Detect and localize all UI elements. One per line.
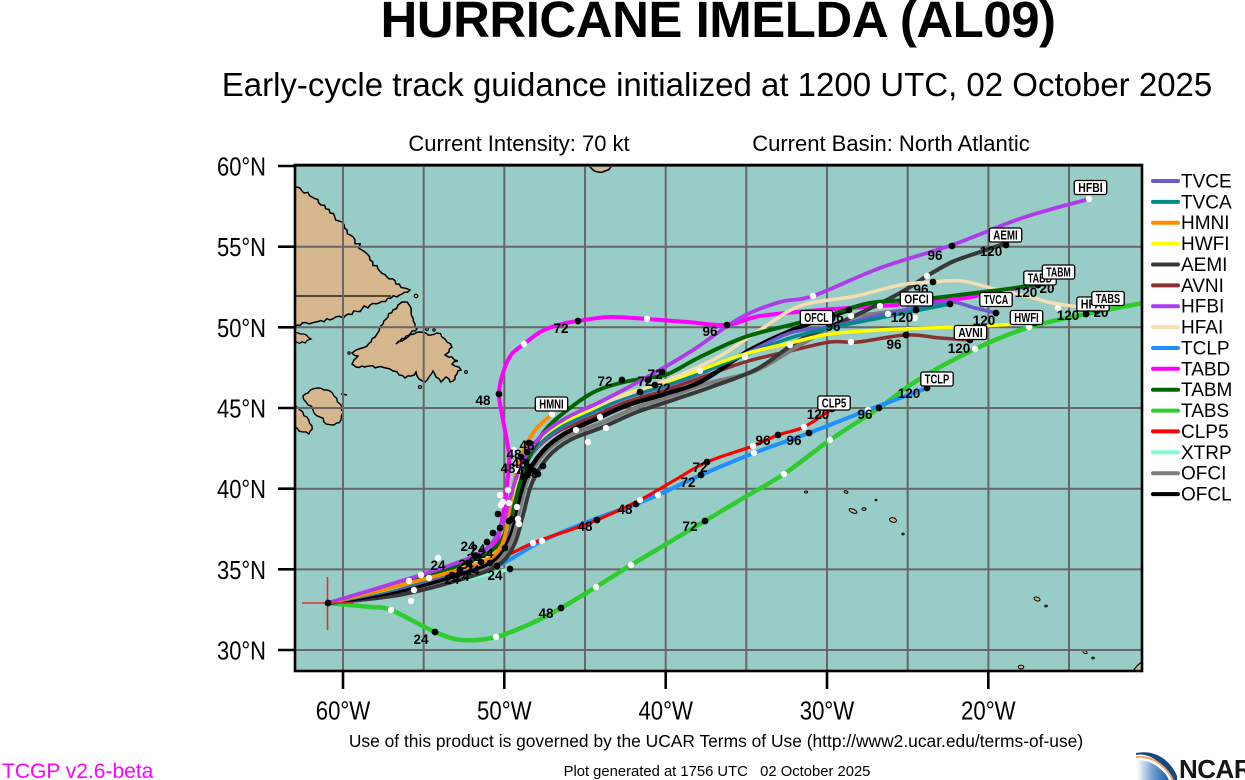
svg-text:72: 72	[637, 374, 652, 389]
svg-text:35°N: 35°N	[217, 555, 266, 585]
svg-text:NCAR: NCAR	[1179, 754, 1245, 780]
svg-text:Use of this product is governe: Use of this product is governed by the U…	[349, 731, 1083, 751]
svg-text:TABM: TABM	[1046, 266, 1070, 280]
svg-text:TCLP: TCLP	[925, 373, 949, 387]
svg-text:AVNI: AVNI	[1181, 276, 1224, 297]
svg-text:HFBI: HFBI	[1181, 297, 1224, 318]
svg-text:48: 48	[523, 466, 539, 481]
svg-text:48: 48	[500, 461, 516, 476]
svg-text:48: 48	[516, 464, 532, 479]
svg-text:24: 24	[413, 632, 429, 647]
svg-text:Current Intensity: 70 kt: Current Intensity: 70 kt	[408, 131, 629, 156]
svg-text:72: 72	[680, 475, 695, 490]
svg-text:48: 48	[538, 606, 554, 621]
svg-text:XTRP: XTRP	[1181, 443, 1232, 464]
svg-text:96: 96	[755, 433, 771, 448]
svg-text:96: 96	[786, 433, 802, 448]
svg-text:TCLP: TCLP	[1181, 339, 1230, 360]
svg-text:24: 24	[430, 558, 446, 573]
svg-text:HMNI: HMNI	[539, 398, 563, 412]
svg-text:24: 24	[466, 551, 482, 566]
svg-text:TVCA: TVCA	[1181, 192, 1232, 213]
svg-text:Plot generated at 1756 UTC 0: Plot generated at 1756 UTC 02 October 20…	[564, 764, 871, 780]
svg-text:HURRICANE IMELDA (AL09): HURRICANE IMELDA (AL09)	[380, 0, 1055, 48]
svg-text:TABS: TABS	[1096, 292, 1120, 306]
svg-text:OFCI: OFCI	[904, 293, 928, 307]
svg-text:72: 72	[655, 381, 670, 396]
svg-text:OFCL: OFCL	[804, 311, 829, 325]
svg-text:AEMI: AEMI	[993, 229, 1017, 243]
svg-text:72: 72	[553, 321, 568, 336]
svg-text:120: 120	[807, 407, 830, 422]
svg-text:48: 48	[475, 393, 491, 408]
svg-text:120: 120	[898, 386, 921, 401]
svg-text:AVNI: AVNI	[958, 326, 982, 340]
svg-text:48: 48	[506, 447, 522, 462]
svg-text:72: 72	[597, 374, 612, 389]
svg-text:120: 120	[980, 244, 1003, 259]
svg-text:30°W: 30°W	[800, 696, 855, 726]
svg-text:72: 72	[682, 519, 697, 534]
svg-text:TABM: TABM	[1181, 380, 1232, 401]
svg-text:TCGP v2.6-beta: TCGP v2.6-beta	[2, 760, 154, 780]
svg-text:40°W: 40°W	[638, 696, 693, 726]
svg-text:48: 48	[617, 502, 633, 517]
svg-text:HWFI: HWFI	[1014, 311, 1038, 325]
svg-text:60°N: 60°N	[217, 152, 266, 182]
svg-text:CLP5: CLP5	[1181, 422, 1229, 443]
svg-text:45°N: 45°N	[217, 394, 266, 424]
svg-text:CLP5: CLP5	[822, 397, 846, 411]
svg-text:AEMI: AEMI	[1181, 255, 1227, 276]
svg-text:120: 120	[891, 310, 914, 325]
svg-text:96: 96	[886, 337, 902, 352]
svg-text:50°W: 50°W	[477, 696, 532, 726]
svg-text:40°N: 40°N	[217, 474, 266, 504]
svg-text:72: 72	[647, 367, 662, 382]
svg-text:72: 72	[692, 460, 707, 475]
svg-text:48: 48	[519, 438, 535, 453]
svg-text:TVCE: TVCE	[1181, 172, 1232, 193]
svg-text:96: 96	[857, 407, 873, 422]
svg-text:60°W: 60°W	[316, 696, 371, 726]
svg-text:TABS: TABS	[1181, 401, 1229, 422]
svg-text:24: 24	[478, 546, 494, 561]
svg-text:24: 24	[460, 539, 476, 554]
svg-text:55°N: 55°N	[217, 232, 266, 262]
svg-text:24: 24	[454, 569, 470, 584]
svg-text:48: 48	[511, 456, 527, 471]
svg-text:Current Basin: North Atlantic: Current Basin: North Atlantic	[752, 131, 1030, 156]
svg-text:50°N: 50°N	[217, 313, 266, 343]
svg-text:96: 96	[927, 248, 943, 263]
svg-text:TVCA: TVCA	[984, 293, 1008, 307]
svg-text:OFCI: OFCI	[1181, 464, 1226, 485]
svg-text:24: 24	[444, 572, 460, 587]
svg-text:120: 120	[948, 341, 971, 356]
svg-text:HFBI: HFBI	[1078, 181, 1102, 195]
svg-text:120: 120	[973, 313, 996, 328]
svg-text:24: 24	[458, 557, 474, 572]
svg-text:OFCL: OFCL	[1181, 485, 1232, 506]
svg-text:48: 48	[577, 519, 593, 534]
svg-text:24: 24	[464, 563, 480, 578]
svg-text:24: 24	[487, 568, 503, 583]
svg-text:20°W: 20°W	[961, 696, 1016, 726]
svg-text:24: 24	[470, 542, 486, 557]
svg-text:HFAI: HFAI	[1181, 318, 1223, 339]
svg-text:120: 120	[1057, 308, 1080, 323]
svg-text:96: 96	[702, 324, 718, 339]
svg-text:30°N: 30°N	[217, 636, 266, 666]
svg-text:Early-cycle track guidance ini: Early-cycle track guidance initialized a…	[222, 66, 1213, 103]
svg-text:120: 120	[1015, 285, 1038, 300]
svg-text:TABD: TABD	[1181, 359, 1230, 380]
svg-text:HMNI: HMNI	[1181, 213, 1230, 234]
svg-text:HWFI: HWFI	[1181, 234, 1230, 255]
